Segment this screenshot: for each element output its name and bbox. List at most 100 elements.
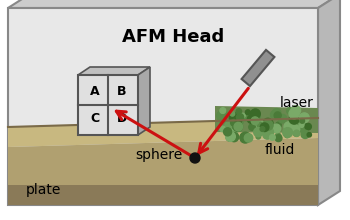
Circle shape: [253, 117, 259, 122]
Circle shape: [218, 109, 227, 118]
Circle shape: [234, 122, 243, 131]
Circle shape: [292, 117, 300, 125]
Circle shape: [275, 133, 281, 139]
Circle shape: [290, 125, 300, 134]
Circle shape: [287, 107, 293, 114]
Text: plate: plate: [26, 183, 61, 197]
Circle shape: [229, 113, 239, 123]
Polygon shape: [215, 106, 318, 133]
Text: laser: laser: [280, 96, 314, 110]
Circle shape: [217, 111, 225, 120]
Circle shape: [298, 120, 304, 127]
Circle shape: [299, 113, 309, 123]
Circle shape: [270, 134, 275, 140]
Circle shape: [271, 110, 279, 119]
Polygon shape: [78, 67, 150, 75]
Circle shape: [220, 108, 226, 114]
Text: AFM Head: AFM Head: [122, 28, 224, 46]
Circle shape: [249, 124, 255, 130]
Circle shape: [278, 114, 287, 123]
Circle shape: [272, 109, 281, 117]
Circle shape: [245, 110, 250, 115]
Text: A: A: [90, 85, 99, 98]
Polygon shape: [318, 0, 340, 205]
Circle shape: [263, 127, 273, 137]
Circle shape: [230, 112, 235, 116]
Circle shape: [292, 110, 299, 117]
Circle shape: [233, 126, 237, 130]
Polygon shape: [8, 8, 318, 205]
Circle shape: [256, 134, 260, 139]
Polygon shape: [8, 0, 340, 8]
Circle shape: [289, 109, 299, 119]
Circle shape: [220, 126, 225, 132]
Circle shape: [284, 122, 294, 132]
Polygon shape: [138, 67, 150, 135]
Circle shape: [247, 115, 256, 123]
Text: D: D: [116, 112, 127, 125]
Circle shape: [265, 128, 271, 134]
Polygon shape: [8, 185, 318, 205]
Circle shape: [300, 123, 304, 127]
Circle shape: [190, 153, 200, 163]
Circle shape: [241, 113, 245, 117]
Polygon shape: [8, 118, 318, 147]
Circle shape: [301, 124, 307, 129]
Circle shape: [251, 109, 260, 119]
Circle shape: [224, 128, 232, 136]
Circle shape: [235, 117, 241, 124]
Circle shape: [285, 133, 290, 138]
Circle shape: [299, 118, 303, 123]
Circle shape: [274, 112, 281, 119]
Circle shape: [257, 122, 263, 128]
Circle shape: [289, 114, 299, 124]
Circle shape: [275, 136, 281, 141]
Circle shape: [277, 113, 281, 117]
Circle shape: [246, 133, 250, 137]
Circle shape: [291, 106, 301, 115]
Text: B: B: [117, 85, 126, 98]
Circle shape: [305, 123, 312, 130]
Circle shape: [262, 121, 272, 131]
Circle shape: [236, 114, 244, 121]
Circle shape: [299, 125, 306, 132]
Circle shape: [263, 130, 272, 139]
Circle shape: [231, 119, 237, 126]
Circle shape: [272, 124, 281, 133]
Text: sphere: sphere: [136, 148, 183, 162]
Circle shape: [300, 119, 304, 123]
Circle shape: [293, 130, 300, 136]
Circle shape: [218, 115, 226, 123]
Circle shape: [301, 130, 309, 138]
Circle shape: [294, 130, 300, 136]
Polygon shape: [78, 75, 138, 135]
Circle shape: [263, 120, 273, 130]
Circle shape: [255, 120, 265, 130]
Circle shape: [260, 123, 269, 132]
Circle shape: [275, 135, 282, 141]
Circle shape: [240, 132, 251, 143]
Polygon shape: [8, 138, 318, 185]
Circle shape: [242, 114, 250, 121]
Circle shape: [226, 132, 235, 141]
Circle shape: [254, 128, 263, 137]
Circle shape: [251, 117, 259, 125]
Circle shape: [229, 132, 239, 142]
Polygon shape: [241, 50, 274, 86]
Circle shape: [307, 133, 312, 137]
Circle shape: [226, 135, 232, 141]
Circle shape: [304, 123, 309, 129]
Text: C: C: [90, 112, 99, 125]
Circle shape: [236, 109, 242, 114]
Circle shape: [244, 134, 253, 142]
Circle shape: [260, 127, 265, 131]
Circle shape: [234, 116, 244, 126]
Text: fluid: fluid: [265, 143, 295, 157]
Circle shape: [276, 122, 281, 128]
Circle shape: [283, 128, 293, 138]
Circle shape: [233, 122, 243, 132]
Circle shape: [262, 118, 273, 129]
Circle shape: [291, 125, 300, 133]
Circle shape: [227, 129, 238, 140]
Circle shape: [225, 122, 232, 130]
